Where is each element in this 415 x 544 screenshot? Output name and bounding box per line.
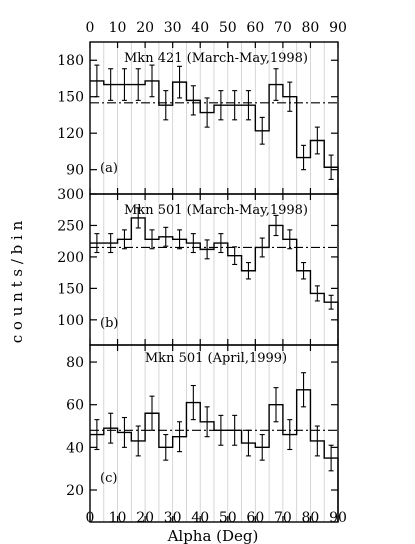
- x-tick-label-top: 70: [274, 20, 292, 36]
- x-tick-label-bottom: 60: [246, 510, 264, 526]
- tick-marks-layer: [89, 42, 339, 522]
- y-tick-label-b: 150: [57, 281, 84, 297]
- y-tick-label-a: 150: [57, 90, 84, 106]
- x-tick-label-top: 80: [302, 20, 320, 36]
- y-tick-label-a: 120: [57, 126, 84, 142]
- y-tick-label-c: 20: [66, 483, 84, 499]
- y-tick-label-b: 100: [57, 313, 84, 329]
- y-axis-title: c o u n t s / b i n: [8, 220, 26, 343]
- y-tick-label-a: 180: [57, 53, 84, 69]
- x-axis-title: Alpha (Deg): [167, 527, 259, 544]
- histogram-b: [90, 217, 339, 345]
- y-tick-label-c: 60: [66, 398, 84, 414]
- x-tick-label-bottom: 0: [86, 510, 95, 526]
- text-layer: 90 120 150 180 Mkn 421 (March-May,1998) (a) 10…: [57, 20, 347, 526]
- y-tick-label-c: 80: [66, 355, 84, 371]
- x-tick-label-bottom: 80: [302, 510, 320, 526]
- x-tick-label-bottom: 20: [136, 510, 154, 526]
- x-tick-label-top: 60: [246, 20, 264, 36]
- histogram-c: [90, 389, 339, 522]
- x-tick-label-top: 40: [191, 20, 209, 36]
- x-tick-label-bottom: 40: [191, 510, 209, 526]
- x-tick-label-bottom: 10: [109, 510, 127, 526]
- x-tick-label-top: 50: [219, 20, 237, 36]
- panel-label-b: (b): [100, 316, 118, 331]
- panel-title-b: Mkn 501 (March-May,1998): [124, 203, 308, 218]
- histogram-layer: [90, 64, 339, 522]
- x-tick-label-top: 30: [164, 20, 182, 36]
- x-tick-label-top: 0: [86, 20, 95, 36]
- panel-title-c: Mkn 501 (April,1999): [145, 351, 287, 366]
- panel-label-c: (c): [100, 471, 117, 486]
- panel-label-a: (a): [100, 161, 118, 176]
- y-tick-label-b: 300: [57, 187, 84, 203]
- panel-title-a: Mkn 421 (March-May,1998): [124, 51, 308, 66]
- x-tick-label-bottom: 50: [219, 510, 237, 526]
- y-tick-label-b: 200: [57, 250, 84, 266]
- histogram-a: [90, 80, 339, 194]
- x-tick-label-bottom: 90: [329, 510, 347, 526]
- y-tick-label-a: 90: [66, 163, 84, 179]
- x-tick-label-bottom: 30: [164, 510, 182, 526]
- x-tick-label-top: 20: [136, 20, 154, 36]
- x-tick-label-bottom: 70: [274, 510, 292, 526]
- panel-frame-c: [89, 344, 339, 523]
- y-tick-label-b: 250: [57, 218, 84, 234]
- panel-frames-layer: [89, 41, 339, 523]
- x-tick-label-top: 10: [109, 20, 127, 36]
- y-tick-label-c: 40: [66, 440, 84, 456]
- x-tick-label-top: 90: [329, 20, 347, 36]
